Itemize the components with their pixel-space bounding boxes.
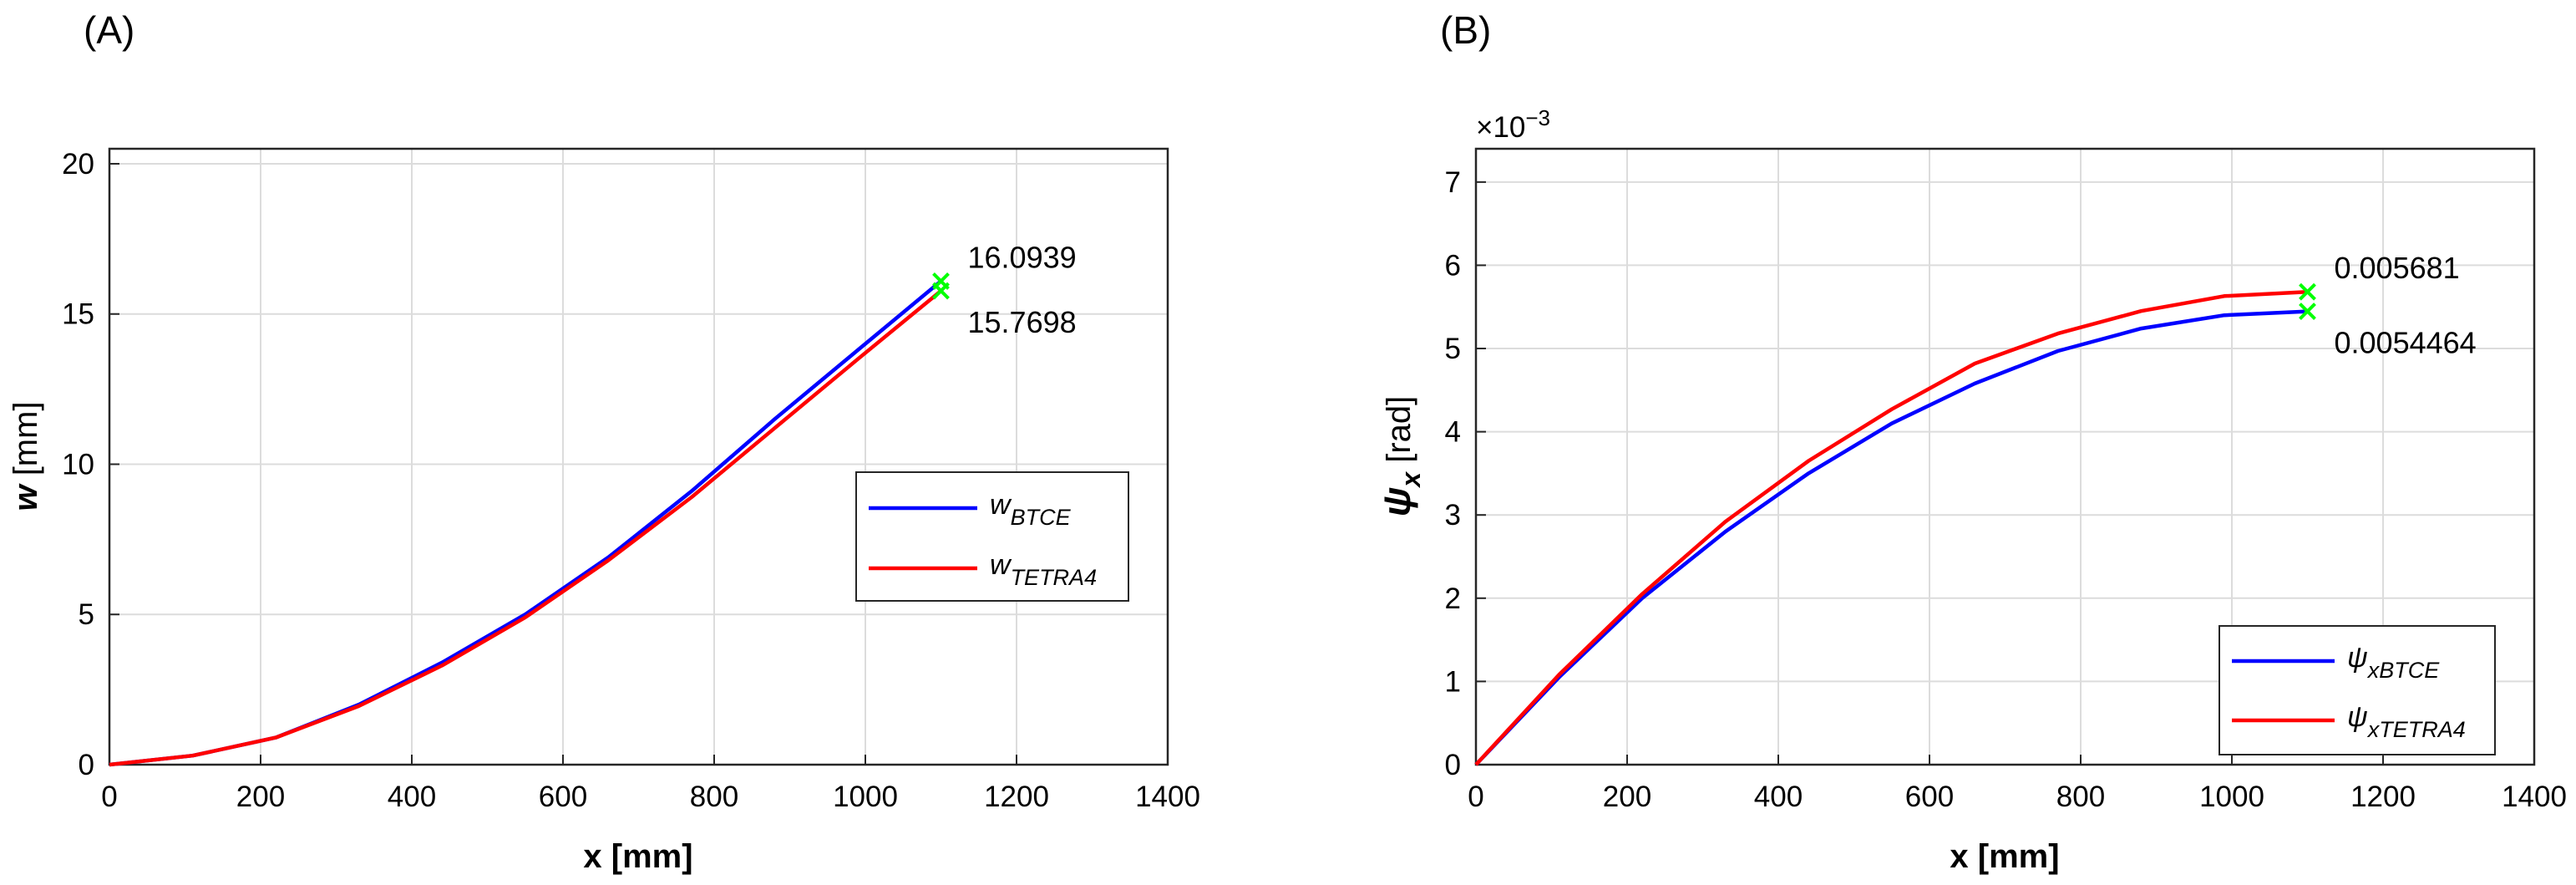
- x-axis-label-a: x [mm]: [583, 838, 692, 875]
- y-tick-label-a-0: 0: [79, 749, 94, 781]
- x-tick-label-a-1: 200: [236, 781, 285, 813]
- y-tick-label-b-0: 0: [1445, 749, 1461, 781]
- y-axis-symbol-a: w: [8, 483, 44, 511]
- markers-a: 16.0939 15.7698: [932, 240, 1077, 339]
- exponent-base-b: ×10: [1476, 111, 1525, 144]
- legend-sub-a-1: TETRA4: [1011, 565, 1098, 590]
- legend-box-a: [855, 471, 1129, 602]
- x-tick-label-a-6: 1200: [984, 781, 1049, 813]
- legend-base-b-0: ψ: [2347, 642, 2368, 674]
- legend-entry-b-0: ψxBTCE: [2347, 642, 2440, 683]
- y-axis-unit-b: [rad]: [1381, 396, 1417, 472]
- x-tick-label-a-5: 1000: [833, 781, 898, 813]
- chart-panel-b: (B) 0 200 400 600 800 1000 1200 1400 0 1 2 3 4 5 6 7 0.…: [1375, 8, 2567, 875]
- datatip-label-a-0: 16.0939: [968, 240, 1077, 274]
- x-tick-label-a-0: 0: [101, 781, 117, 813]
- y-axis-label-a: w [mm]: [8, 401, 44, 511]
- legend-entry-a-1: wTETRA4: [990, 549, 1097, 590]
- datatip-marker-b-1: [2299, 303, 2316, 320]
- series-a: [109, 279, 942, 767]
- x-tick-label-b-3: 600: [1905, 781, 1954, 813]
- y-axis-label-b: ψx [rad]: [1375, 396, 1426, 517]
- legend-entry-b-1: ψxTETRA4: [2347, 701, 2466, 742]
- x-tick-label-b-4: 800: [2056, 781, 2105, 813]
- markers-b: 0.005681 0.0054464: [2299, 251, 2477, 360]
- datatip-label-a-1: 15.7698: [968, 305, 1077, 339]
- y-tick-label-b-4: 4: [1445, 416, 1461, 449]
- x-tick-label-a-7: 1400: [1135, 781, 1200, 813]
- legend-a: wBTCE wTETRA4: [855, 471, 1129, 602]
- y-axis-sub-b: x: [1396, 471, 1426, 489]
- y-tick-label-a-3: 15: [62, 298, 94, 331]
- y-tick-label-b-2: 2: [1445, 582, 1461, 615]
- x-tick-label-a-4: 800: [690, 781, 738, 813]
- y-tick-label-a-2: 10: [62, 448, 94, 481]
- y-tick-label-b-7: 7: [1445, 166, 1461, 199]
- series-line-a-1: [109, 289, 942, 767]
- axes-box-b: [1474, 147, 2536, 766]
- legend-sub-b-1: xTETRA4: [2366, 717, 2466, 742]
- legend-base-a-0: w: [990, 489, 1012, 521]
- datatip-label-b-0: 0.005681: [2335, 251, 2460, 285]
- legend-box-b: [2219, 625, 2496, 755]
- legend-base-b-1: ψ: [2347, 701, 2368, 733]
- legend-entry-a-0: wBTCE: [990, 489, 1072, 530]
- x-tick-label-b-0: 0: [1468, 781, 1483, 813]
- y-tick-label-b-6: 6: [1445, 249, 1461, 282]
- x-tick-label-b-2: 400: [1754, 781, 1803, 813]
- legend-base-a-1: w: [990, 549, 1012, 581]
- datatip-marker-b-0: [2299, 282, 2316, 301]
- panel-label-a: (A): [84, 8, 134, 52]
- panel-label-b: (B): [1440, 8, 1491, 52]
- datatip-marker-a-1: [932, 282, 950, 300]
- y-axis-unit-a: [mm]: [8, 401, 44, 485]
- x-tick-label-a-2: 400: [388, 781, 436, 813]
- series-line-b-0: [1474, 309, 2308, 766]
- chart-panel-a: (A) 0 200 400 600 800 1000 1200 1400 0 5 10 15 20 16…: [8, 8, 1200, 875]
- axes-box-a: [108, 147, 1169, 766]
- datatip-label-b-1: 0.0054464: [2335, 326, 2477, 360]
- series-b: [1474, 289, 2308, 766]
- y-tick-label-a-1: 5: [79, 598, 94, 631]
- y-tick-label-b-5: 5: [1445, 333, 1461, 365]
- series-line-a-0: [109, 279, 942, 767]
- legend-sub-a-0: BTCE: [1011, 505, 1072, 530]
- y-tick-label-b-3: 3: [1445, 499, 1461, 532]
- legend-b: ψxBTCE ψxTETRA4: [2219, 625, 2496, 755]
- x-tick-label-b-6: 1200: [2350, 781, 2416, 813]
- x-tick-label-b-5: 1000: [2199, 781, 2264, 813]
- x-axis-label-b: x [mm]: [1950, 838, 2059, 875]
- y-axis-symbol-b: ψ: [1375, 487, 1418, 517]
- exponent-label-b: ×10−3: [1476, 105, 1550, 144]
- y-tick-label-a-4: 20: [62, 148, 94, 181]
- ticks-b: 0 200 400 600 800 1000 1200 1400 0 1 2 3 4 5 6 7: [1445, 166, 2567, 813]
- x-tick-label-b-1: 200: [1603, 781, 1651, 813]
- exponent-power-b: −3: [1525, 105, 1550, 130]
- legend-sub-b-0: xBTCE: [2366, 658, 2441, 683]
- x-tick-label-b-7: 1400: [2502, 781, 2567, 813]
- y-tick-label-b-1: 1: [1445, 665, 1461, 698]
- x-tick-label-a-3: 600: [539, 781, 587, 813]
- series-line-b-1: [1474, 289, 2308, 766]
- ticks-a: 0 200 400 600 800 1000 1200 1400 0 5 10 15 20: [62, 148, 1200, 813]
